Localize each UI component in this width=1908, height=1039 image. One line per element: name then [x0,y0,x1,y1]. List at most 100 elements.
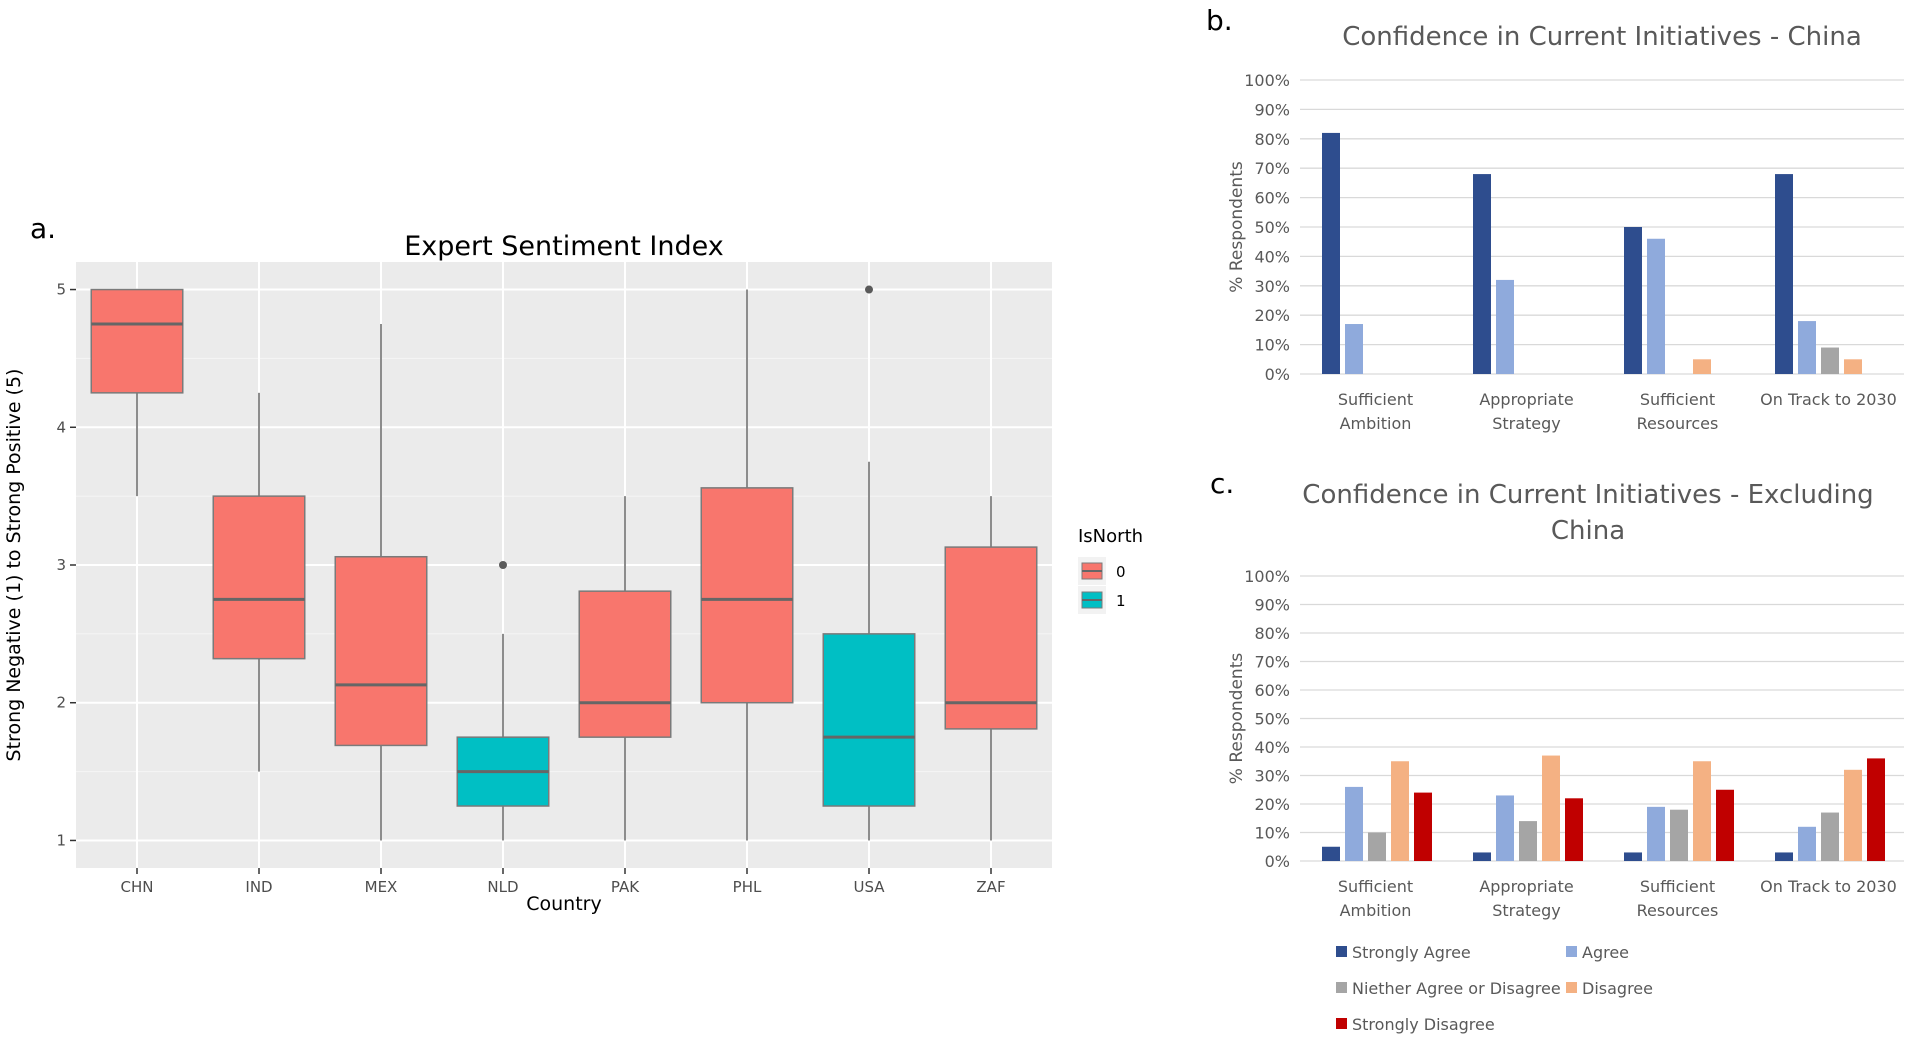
bar-strongly-agree [1322,132,1340,374]
bar-agree [1647,806,1665,861]
bar-agree [1345,786,1363,861]
legend-swatch [1336,982,1347,993]
box-PHL [700,487,794,704]
y-axis-title: % Respondents [1227,161,1247,293]
legend-label: 1 [1116,592,1126,610]
legend-label: Niether Agree or Disagree [1352,979,1561,998]
x-tick-label: CHN [121,878,154,896]
boxplot-chart: 1 2 3 4 5 CHN IND MEX NLD PAK PHL USA ZAF Expert Sent… [3,231,1143,915]
y-tick-label: 90% [1254,596,1290,615]
y-tick-label: 90% [1254,100,1290,119]
bar-chart-china: 0% 10% 20% 30% 40% 50% 60% 70% 80% 90% 100% Confide… [1227,22,1904,433]
y-tick-label: 0% [1265,365,1290,384]
category-label: Resources [1637,414,1719,433]
bar-niether-agree-or-disagree [1519,821,1537,861]
y-tick-label: 80% [1254,624,1290,643]
y-tick-label: 60% [1254,189,1290,208]
legend-label: Agree [1582,943,1629,962]
category-label: Strategy [1492,901,1561,920]
legend-swatch [1336,1018,1347,1029]
bar-disagree [1542,755,1560,861]
y-tick-label: 20% [1254,795,1290,814]
bar-strongly-agree [1473,174,1491,374]
box-IND [212,495,306,660]
bar-agree [1345,324,1363,374]
legend-label: 0 [1116,563,1126,581]
y-tick-label: 30% [1254,277,1290,296]
outlier-point [865,285,873,294]
bar-disagree [1844,769,1862,861]
legend-label: Strongly Disagree [1352,1015,1495,1034]
bar-agree [1496,795,1514,861]
x-tick-label: PAK [611,878,640,896]
category-label: On Track to 2030 [1760,877,1897,896]
category-label: Sufficient [1338,877,1413,896]
y-tick-label: 40% [1254,247,1290,266]
y-tick-label: 30% [1254,767,1290,786]
legend-label: Disagree [1582,979,1653,998]
x-tick-label: PHL [733,878,762,896]
legend-title: IsNorth [1078,526,1143,547]
category-label: Sufficient [1338,390,1413,409]
legend-swatch [1566,946,1577,957]
x-tick-label: ZAF [976,878,1005,896]
bar-strongly-agree [1624,227,1642,374]
category-label: Ambition [1340,414,1412,433]
bar-strongly-agree [1473,852,1491,861]
category-label: Appropriate [1479,390,1573,409]
y-axis-title: Strong Negative (1) to Strong Positive (… [3,369,25,762]
x-tick-label: IND [245,878,272,896]
y-tick-label: 80% [1254,130,1290,149]
bar-strongly-agree [1775,852,1793,861]
chart-title: Confidence in Current Initiatives - Chin… [1342,22,1862,52]
y-tick-label: 60% [1254,681,1290,700]
panel-a-label: a. [30,212,56,245]
x-tick-label: USA [853,878,885,896]
bar-strongly-agree [1775,174,1793,374]
y-tick-label: 10% [1254,336,1290,355]
legend-label: Strongly Agree [1352,943,1471,962]
category-label: Resources [1637,901,1719,920]
bar-agree [1647,238,1665,374]
bar-disagree [1391,761,1409,861]
box-ZAF [944,546,1038,730]
chart-title: Expert Sentiment Index [404,231,724,262]
legend-swatch [1566,982,1577,993]
bar-strongly-disagree [1716,789,1734,861]
y-tick-label: 3 [56,556,66,574]
bar-chart-excluding-china: 0% 10% 20% 30% 40% 50% 60% 70% 80% 90% 100% Confide… [1227,480,1904,1034]
bar-niether-agree-or-disagree [1368,832,1386,861]
bar-disagree [1693,359,1711,374]
category-label: Appropriate [1479,877,1573,896]
category-label: On Track to 2030 [1760,390,1897,409]
x-axis-title: Country [526,893,601,915]
legend-swatch [1336,946,1347,957]
chart-title: Confidence in Current Initiatives - Excl… [1302,480,1873,510]
bar-strongly-disagree [1867,758,1885,861]
chart-title: China [1551,516,1625,546]
y-tick-label: 1 [56,831,66,849]
y-tick-label: 0% [1265,852,1290,871]
category-label: Sufficient [1640,390,1715,409]
box-MEX [334,555,428,747]
bar-disagree [1844,359,1862,374]
bar-strongly-agree [1624,852,1642,861]
bar-strongly-agree [1322,846,1340,861]
y-tick-label: 10% [1254,824,1290,843]
bar-niether-agree-or-disagree [1821,812,1839,861]
box-CHN [90,288,184,394]
bar-agree [1798,826,1816,861]
outlier-point [499,561,507,569]
bar-agree [1496,279,1514,374]
box-USA [822,633,916,807]
y-tick-label: 70% [1254,159,1290,178]
bar-disagree [1693,761,1711,861]
bar-strongly-disagree [1414,792,1432,861]
box-PAK [578,590,672,738]
y-tick-label: 4 [56,418,66,436]
y-tick-label: 2 [56,694,66,712]
y-tick-label: 100% [1244,71,1290,90]
panel-c-label: c. [1210,467,1234,500]
y-tick-label: 70% [1254,653,1290,672]
bar-agree [1798,321,1816,374]
